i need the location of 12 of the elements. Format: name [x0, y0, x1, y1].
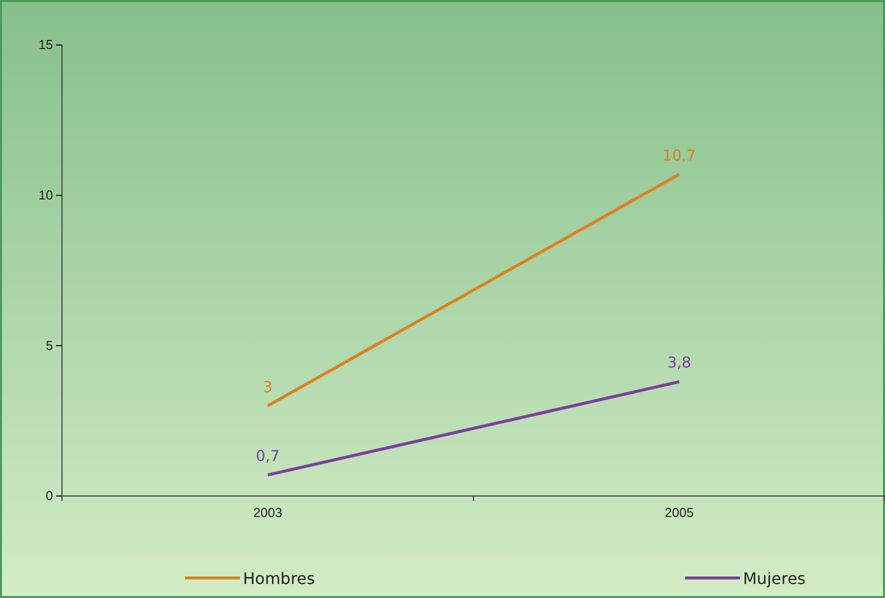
y-tick-label: 10 — [38, 187, 53, 202]
legend-label: Mujeres — [743, 569, 806, 588]
data-label: 3 — [262, 378, 273, 396]
data-label: 3,8 — [667, 354, 692, 372]
y-tick-label: 5 — [46, 338, 53, 353]
data-label: 10,7 — [662, 146, 696, 164]
x-tick-label: 2003 — [253, 505, 282, 520]
data-label: 0,7 — [256, 446, 280, 465]
y-tick-label: 0 — [46, 488, 53, 504]
y-tick-label: 15 — [38, 37, 53, 52]
legend-label: Hombres — [243, 569, 315, 588]
x-tick-label: 2005 — [664, 505, 694, 520]
